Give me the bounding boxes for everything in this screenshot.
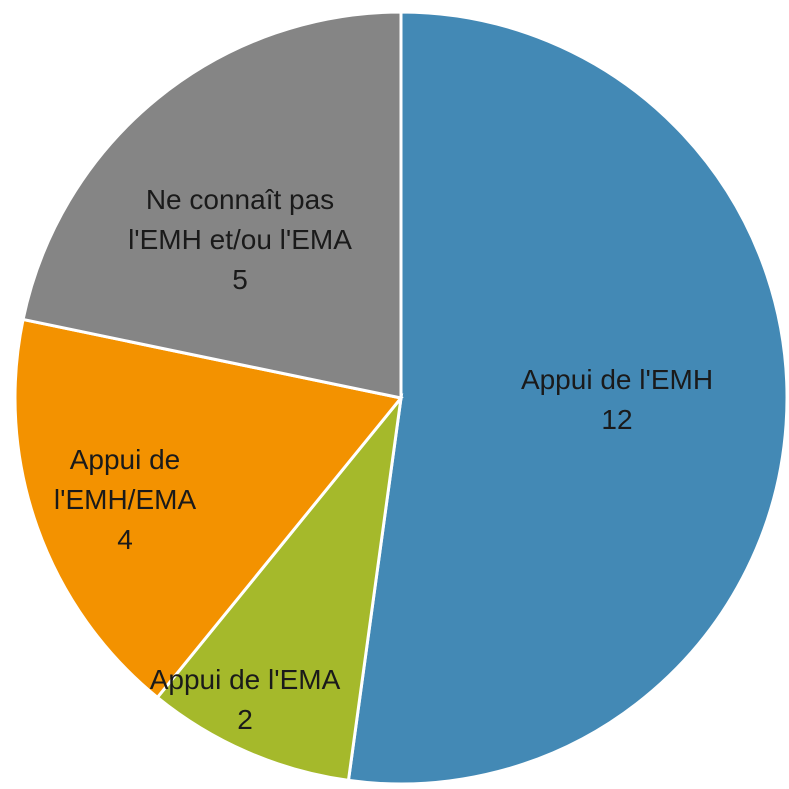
label-box: Appui de l'EMA 2 bbox=[115, 590, 375, 789]
label-box: Ne connaît pas l'EMH et/ou l'EMA 5 bbox=[120, 130, 360, 350]
category-label: Ne connaît pas l'EMH et/ou l'EMA bbox=[128, 184, 352, 255]
pie-slice bbox=[346, 10, 789, 786]
category-label: Appui de l'EMH bbox=[520, 364, 714, 395]
slice-label: Appui de l'EMH 12 bbox=[487, 290, 747, 510]
pie-slice bbox=[13, 317, 404, 700]
value-label: 5 bbox=[232, 264, 248, 295]
pie-slice bbox=[21, 10, 403, 400]
value-label: 4 bbox=[117, 524, 133, 555]
category-label: Appui de l'EMA bbox=[149, 664, 341, 695]
value-label: 2 bbox=[237, 704, 253, 735]
value-label: 12 bbox=[601, 404, 633, 435]
label-box: Appui de l'EMH/EMA 4 bbox=[40, 390, 210, 610]
label-box: Appui de l'EMH 12 bbox=[487, 290, 747, 510]
slice-label: Appui de l'EMA 2 bbox=[115, 590, 375, 789]
pie-slice bbox=[155, 392, 404, 783]
slice-label: Ne connaît pas l'EMH et/ou l'EMA 5 bbox=[120, 130, 360, 350]
slice-label: Appui de l'EMH/EMA 4 bbox=[40, 390, 210, 610]
category-label: Appui de l'EMH/EMA bbox=[53, 444, 197, 515]
